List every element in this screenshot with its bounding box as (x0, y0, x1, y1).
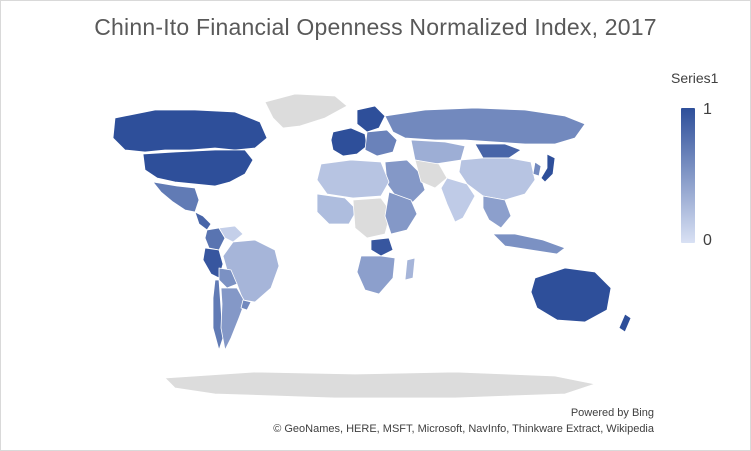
region-new-zealand[interactable] (618, 313, 632, 333)
world-map (112, 93, 632, 399)
legend-series-name: Series1 (671, 70, 719, 86)
region-china[interactable] (458, 157, 536, 201)
region-indonesia[interactable] (492, 233, 566, 255)
chart-title: Chinn-Ito Financial Openness Normalized … (94, 14, 657, 40)
region-mongolia[interactable] (474, 143, 522, 159)
attribution-credits: © GeoNames, HERE, MSFT, Microsoft, NavIn… (273, 423, 654, 435)
region-venezuela[interactable] (218, 225, 244, 243)
region-russia[interactable] (384, 107, 586, 145)
region-eastern-europe[interactable] (364, 129, 398, 157)
region-north-africa[interactable] (316, 159, 390, 199)
legend-min-label: 0 (703, 232, 712, 249)
region-southern-africa[interactable] (356, 255, 396, 295)
region-united-states[interactable] (142, 149, 254, 187)
region-western-europe[interactable] (330, 127, 368, 157)
region-bolivia[interactable] (218, 267, 238, 289)
region-central-america[interactable] (194, 211, 212, 231)
region-scandinavia[interactable] (356, 105, 386, 133)
legend-max-label: 1 (703, 101, 712, 118)
region-east-africa[interactable] (384, 191, 418, 235)
region-southeast-asia[interactable] (482, 195, 512, 229)
region-antarctica[interactable] (164, 371, 596, 399)
region-middle-east[interactable] (384, 159, 426, 203)
region-central-africa[interactable] (352, 197, 392, 239)
legend-color-scale (681, 108, 695, 243)
region-chile[interactable] (212, 279, 224, 351)
region-mexico[interactable] (152, 181, 200, 213)
region-argentina[interactable] (220, 287, 246, 351)
region-korea[interactable] (532, 161, 542, 177)
region-japan[interactable] (540, 153, 556, 183)
region-uruguay[interactable] (240, 299, 252, 311)
region-greenland[interactable] (264, 93, 348, 129)
region-brazil[interactable] (222, 239, 280, 303)
region-west-africa[interactable] (316, 193, 358, 225)
powered-by-text: Powered by Bing (570, 407, 654, 419)
region-canada[interactable] (112, 109, 268, 153)
region-australia[interactable] (530, 267, 612, 323)
region-zambia[interactable] (370, 237, 394, 257)
region-madagascar[interactable] (404, 257, 416, 281)
region-india[interactable] (440, 177, 476, 223)
region-iran[interactable] (414, 159, 448, 189)
